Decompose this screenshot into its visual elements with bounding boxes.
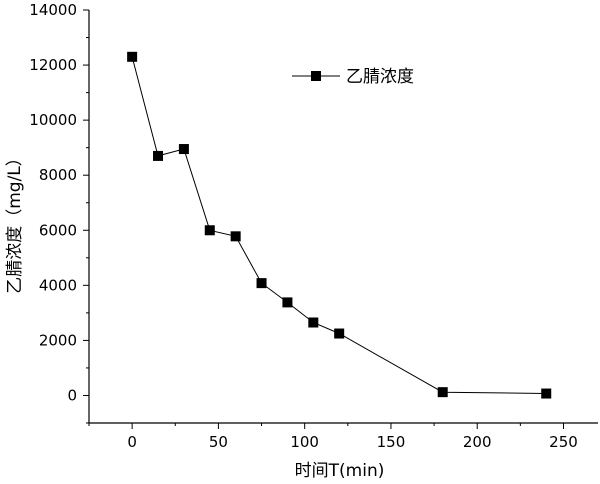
- y-ticks: 0 2000 4000 6000 8000 10000 12000 14000: [29, 1, 89, 424]
- data-point: [230, 231, 241, 242]
- x-tick-label: 0: [127, 433, 137, 451]
- axes: [88, 10, 598, 424]
- legend-marker: [311, 71, 321, 81]
- y-tick-label: 14000: [29, 1, 77, 19]
- data-point: [256, 278, 267, 289]
- y-tick-label: 12000: [29, 56, 77, 74]
- data-point: [334, 328, 345, 339]
- data-point: [204, 225, 215, 236]
- legend-label: 乙腈浓度: [346, 67, 414, 87]
- y-tick-label: 8000: [39, 166, 77, 184]
- x-ticks: 0 50 100 150 200 250: [88, 423, 578, 451]
- series-layer: [127, 51, 552, 399]
- y-tick-label: 10000: [29, 111, 77, 129]
- data-point: [437, 387, 448, 398]
- series-line: [131, 56, 547, 394]
- data-point: [282, 297, 293, 308]
- y-tick-label: 2000: [39, 331, 77, 349]
- data-point: [127, 51, 138, 62]
- y-tick-label: 4000: [39, 276, 77, 294]
- x-tick-label: 150: [377, 433, 406, 451]
- x-axis-label: 时间T(min): [295, 461, 385, 481]
- x-tick-label: 200: [463, 433, 492, 451]
- data-point: [153, 150, 164, 161]
- x-tick-label: 50: [209, 433, 228, 451]
- y-tick-label: 0: [67, 386, 77, 404]
- y-tick-label: 6000: [39, 221, 77, 239]
- data-point: [308, 317, 319, 328]
- y-axis-label: 乙腈浓度（mg/L）: [5, 149, 25, 294]
- x-tick-label: 100: [290, 433, 319, 451]
- data-point: [541, 388, 552, 399]
- data-point: [178, 144, 189, 155]
- x-tick-label: 250: [549, 433, 578, 451]
- legend: 乙腈浓度: [292, 67, 414, 87]
